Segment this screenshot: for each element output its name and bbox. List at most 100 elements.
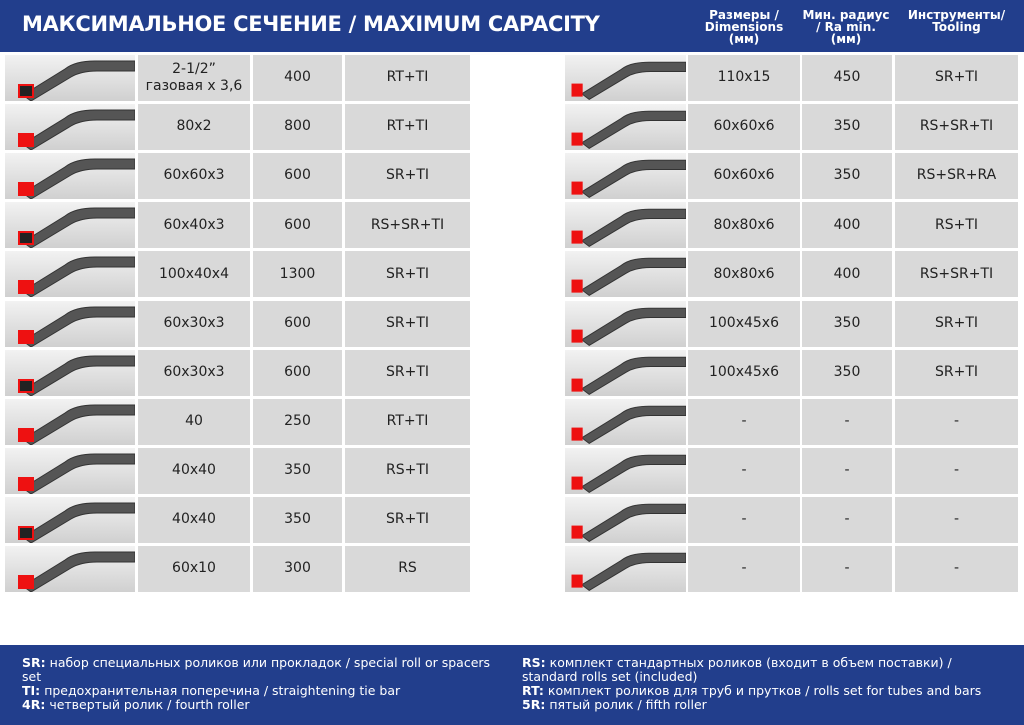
legend-text: пятый ролик / fifth roller [549, 697, 707, 712]
profile-cell [5, 104, 135, 151]
tooling-cell: SR+TI [345, 153, 470, 200]
tooling-cell: - [895, 496, 1018, 543]
legend-text: комплект роликов для труб и прутков / ro… [547, 683, 982, 698]
tooling-cell: SR+TI [895, 300, 1018, 347]
dimensions-cell: 100x45x6 [688, 349, 800, 396]
tooling-cell: - [895, 546, 1018, 592]
tooling-cell: SR+TI [895, 349, 1018, 396]
tooling-cell: RT+TI [345, 104, 470, 151]
tooling-cell: SR+TI [345, 251, 470, 298]
column-header: Размеры / Dimensions (мм) [688, 9, 800, 45]
legend-item: RT: комплект роликов для труб и прутков /… [522, 684, 1002, 698]
radius-cell: 1300 [253, 251, 342, 298]
tooling-cell: RS [345, 546, 470, 592]
profile-cell [565, 398, 686, 445]
radius-cell: 300 [253, 546, 342, 592]
legend-abbr: TI: [22, 683, 41, 698]
profile-icon [18, 453, 135, 494]
legend-item: 5R: пятый ролик / fifth roller [522, 698, 1002, 712]
tooling-cell: - [895, 447, 1018, 494]
profile-icon [18, 60, 135, 101]
radius-cell: 250 [253, 398, 342, 445]
legend-column: SR: набор специальных роликов или проклад… [22, 656, 502, 712]
radius-cell: 350 [802, 104, 892, 151]
title: МАКСИМАЛЬНОЕ СЕЧЕНИЕ / MAXIMUM CAPACITY [22, 12, 600, 36]
profile-cell [565, 104, 686, 151]
legend-abbr: 4R: [22, 697, 46, 712]
dimensions-cell: 80x80x6 [688, 251, 800, 298]
radius-cell: - [802, 398, 892, 445]
dimensions-cell: 60x30x3 [138, 300, 250, 347]
profile-cell [5, 153, 135, 200]
profile-icon [571, 110, 686, 150]
profile-icon [571, 61, 686, 100]
tooling-cell: - [895, 398, 1018, 445]
radius-cell: 350 [253, 496, 342, 543]
dimensions-cell: 100x40x4 [138, 251, 250, 298]
column-header-line: / Ra min. [816, 20, 876, 34]
legend-item: TI: предохранительная поперечина / straig… [22, 684, 502, 698]
radius-cell: 350 [802, 300, 892, 347]
dimensions-cell: 60x60x6 [688, 104, 800, 151]
profile-icon [18, 256, 135, 298]
legend-item: SR: набор специальных роликов или проклад… [22, 656, 502, 684]
radius-cell: 400 [802, 202, 892, 249]
profile-cell [565, 546, 686, 592]
column-header-line: Размеры / [709, 8, 779, 22]
dimensions-cell: 40x40 [138, 496, 250, 543]
tooling-cell: RS+SR+TI [895, 251, 1018, 298]
profile-icon [18, 306, 135, 347]
column-header-line: (мм) [830, 32, 862, 46]
radius-cell: 600 [253, 349, 342, 396]
tooling-cell: RS+SR+TI [345, 202, 470, 249]
radius-cell: - [802, 496, 892, 543]
tooling-cell: SR+TI [895, 55, 1018, 101]
radius-cell: 350 [802, 153, 892, 200]
dimensions-cell: - [688, 496, 800, 543]
column-header-line: Мин. радиус [802, 8, 890, 22]
profile-cell [5, 398, 135, 445]
profile-icon [18, 109, 135, 151]
profile-cell [5, 447, 135, 494]
column-header: Мин. радиус / Ra min. (мм) [800, 9, 892, 45]
profile-cell [5, 349, 135, 396]
tooling-cell: RS+TI [895, 202, 1018, 249]
radius-cell: - [802, 447, 892, 494]
radius-cell: 400 [253, 55, 342, 101]
legend-abbr: SR: [22, 655, 46, 670]
profile-cell [5, 202, 135, 249]
profile-icon [571, 307, 686, 346]
legend-abbr: RS: [522, 655, 546, 670]
radius-cell: 600 [253, 202, 342, 249]
profile-cell [565, 349, 686, 396]
profile-icon [571, 258, 686, 297]
tooling-cell: SR+TI [345, 300, 470, 347]
dimensions-cell: 80x80x6 [688, 202, 800, 249]
profile-cell [565, 300, 686, 347]
profile-icon [571, 209, 686, 248]
profile-icon [18, 355, 135, 396]
dimensions-cell: 80x2 [138, 104, 250, 151]
profile-cell [565, 251, 686, 298]
profile-cell [565, 55, 686, 101]
profile-icon [571, 503, 686, 542]
radius-cell: - [802, 546, 892, 592]
column-header-line: Tooling [932, 20, 981, 34]
column-header-line: Dimensions [704, 20, 784, 34]
dimensions-cell: 100x45x6 [688, 300, 800, 347]
legend-text: набор специальных роликов или прокладок … [22, 655, 491, 684]
profile-cell [5, 251, 135, 298]
profile-cell [565, 153, 686, 200]
legend-column: RS: комплект стандартных роликов (входит … [522, 656, 1002, 712]
profile-icon [18, 404, 135, 445]
profile-cell [5, 546, 135, 592]
profile-icon [18, 158, 135, 200]
profile-cell [565, 447, 686, 494]
tooling-cell: SR+TI [345, 496, 470, 543]
dimensions-cell: 60x40x3 [138, 202, 250, 249]
radius-cell: 800 [253, 104, 342, 151]
profile-cell [5, 55, 135, 101]
dimensions-cell: 60x30x3 [138, 349, 250, 396]
tooling-cell: RS+SR+TI [895, 104, 1018, 151]
profile-icon [571, 454, 686, 493]
